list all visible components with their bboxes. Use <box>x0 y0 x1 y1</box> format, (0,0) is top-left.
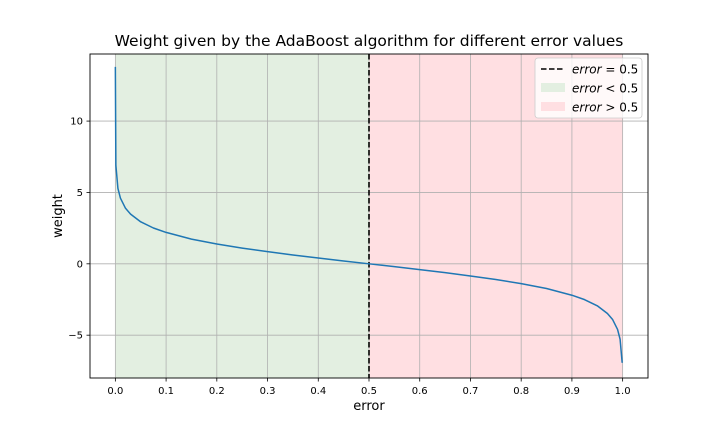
legend-label-op: > 0.5 <box>602 101 639 115</box>
x-tick-label: 0.9 <box>564 386 580 397</box>
legend-label-op: < 0.5 <box>602 82 639 96</box>
x-tick-label: 0.4 <box>310 386 326 397</box>
y-tick-label: −5 <box>68 331 83 342</box>
legend-label: error > 0.5 <box>572 101 638 115</box>
legend-swatch-patch <box>541 102 565 111</box>
legend-label-var: error <box>572 101 603 115</box>
x-tick-label: 0.6 <box>412 386 428 397</box>
series-line-0 <box>114 66 623 364</box>
x-tick-label: 0.1 <box>158 386 174 397</box>
legend-label: error < 0.5 <box>572 82 638 96</box>
legend-label-var: error <box>572 82 603 96</box>
y-axis-title: weight <box>51 194 66 238</box>
x-tick-label: 0.8 <box>513 386 529 397</box>
region-0 <box>115 54 369 378</box>
legend-label-var: error <box>572 63 603 77</box>
x-tick-label: 0.2 <box>209 386 225 397</box>
chart-title: Weight given by the AdaBoost algorithm f… <box>115 32 624 50</box>
legend-label: error = 0.5 <box>572 63 638 77</box>
y-tick-label: 0 <box>77 259 83 270</box>
legend-swatch-patch <box>541 83 565 92</box>
x-tick-label: 0.5 <box>361 386 377 397</box>
x-tick-label: 0.7 <box>463 386 479 397</box>
x-tick-label: 0.3 <box>260 386 276 397</box>
y-tick-label: 10 <box>70 117 83 128</box>
x-tick-label: 0.0 <box>107 386 123 397</box>
x-tick-label: 1.0 <box>615 386 631 397</box>
x-axis-title: error <box>353 399 385 414</box>
y-tick-label: 5 <box>77 188 83 199</box>
legend-label-op: = 0.5 <box>602 63 639 77</box>
